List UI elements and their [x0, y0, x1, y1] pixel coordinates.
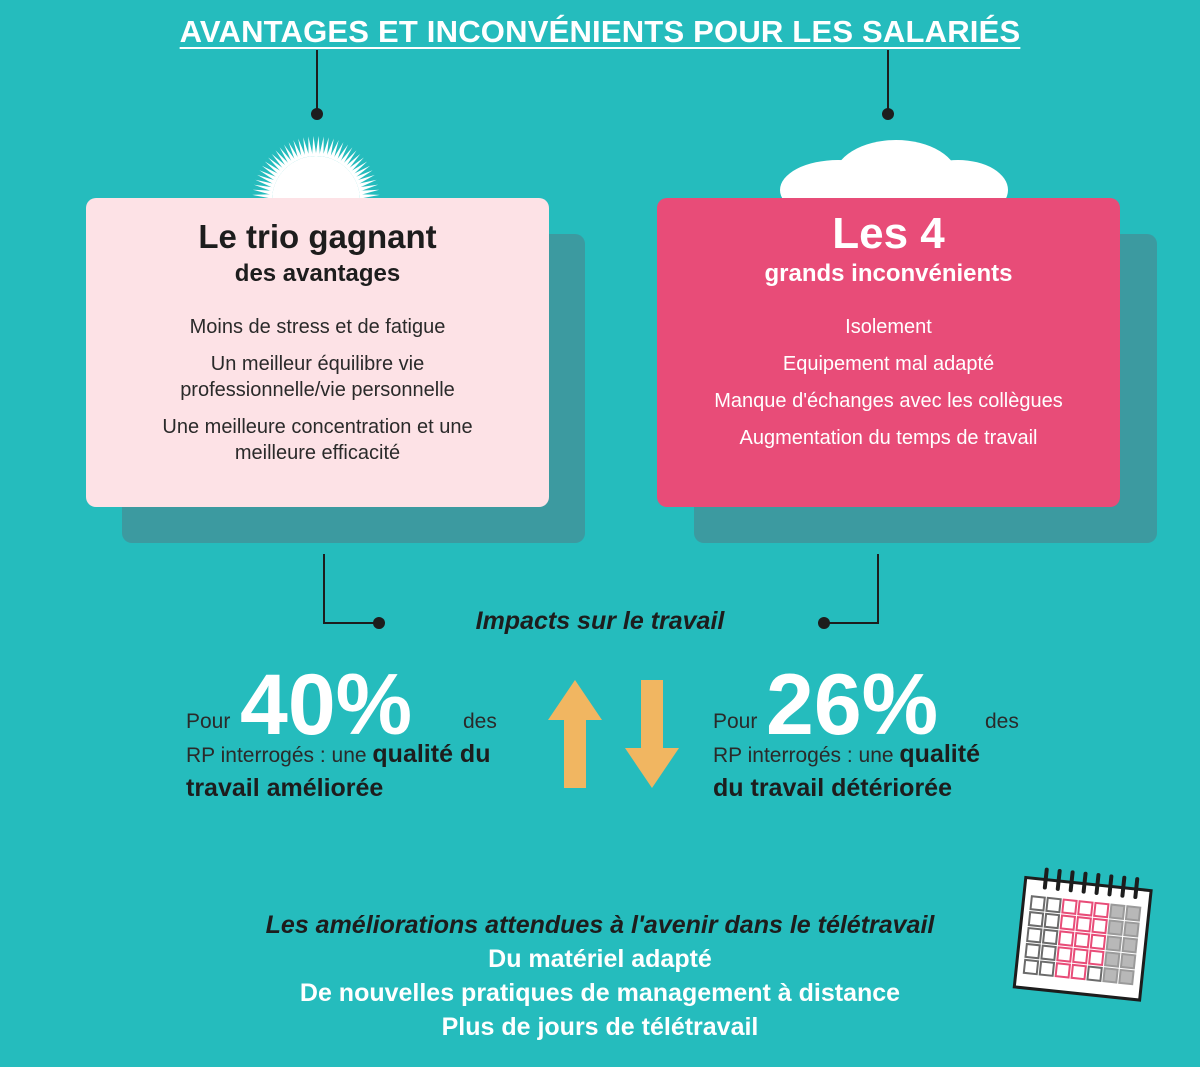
stat-deteriorated-value: 26%	[766, 657, 939, 753]
list-item: Isolement	[845, 316, 932, 338]
stat-suffix: des	[985, 710, 1019, 733]
list-item: Plus de jours de télétravail	[441, 1013, 759, 1041]
stat-body: RP interrogés : une	[186, 744, 367, 767]
calendar-icon	[1012, 867, 1153, 1002]
list-item: De nouvelles pratiques de management à d…	[299, 979, 901, 1007]
sun-icon	[252, 136, 380, 208]
stat-prefix: Pour	[713, 710, 758, 733]
advantages-card: Le trio gagnant des avantages Moins de s…	[86, 198, 549, 507]
improvements-section: Les améliorations attendues à l'avenir d…	[150, 908, 1050, 1044]
connector-dot	[311, 108, 323, 120]
stat-prefix: Pour	[186, 710, 231, 733]
connector-dot	[373, 617, 385, 629]
list-item: Un meilleur équilibre vie professionnell…	[180, 353, 455, 401]
stat-improved-text: RP interrogés : une qualité du travail a…	[186, 738, 546, 806]
stat-strong: du travail détériorée	[713, 774, 952, 802]
disadvantages-subheading: grands inconvénients	[764, 260, 1013, 287]
connector-line	[323, 554, 325, 624]
impacts-title: Impacts sur le travail	[475, 607, 725, 635]
disadvantages-list: Isolement Equipement mal adapté Manque d…	[667, 314, 1110, 462]
arrow-up-icon	[548, 680, 602, 788]
disadvantages-card: Les 4 grands inconvénients Isolement Equ…	[657, 198, 1120, 507]
stat-strong: qualité du	[372, 740, 491, 768]
connector-line	[323, 622, 379, 624]
connector-line	[824, 622, 879, 624]
advantages-subheading: des avantages	[234, 260, 401, 287]
advantages-list: Moins de stress et de fatigue Un meilleu…	[126, 314, 509, 477]
stat-improved-value: 40%	[240, 657, 413, 753]
stat-deteriorated-text: RP interrogés : une qualité du travail d…	[713, 738, 1043, 806]
connector-line	[887, 50, 889, 114]
list-item: Une meilleure concentration et une meill…	[162, 416, 473, 464]
improvements-title: Les améliorations attendues à l'avenir d…	[265, 911, 935, 939]
connector-line	[316, 50, 318, 114]
stat-strong: travail améliorée	[186, 774, 384, 802]
list-item: Moins de stress et de fatigue	[189, 316, 446, 338]
stat-body: RP interrogés : une	[713, 744, 894, 767]
connector-line	[877, 554, 879, 624]
page-title: AVANTAGES ET INCONVÉNIENTS POUR LES SALA…	[179, 14, 1021, 49]
arrow-down-icon	[625, 680, 679, 788]
advantages-heading: Le trio gagnant	[198, 218, 437, 255]
connector-dot	[818, 617, 830, 629]
connector-dot	[882, 108, 894, 120]
improvements-list: Du matériel adapté De nouvelles pratique…	[150, 942, 1050, 1044]
list-item: Du matériel adapté	[488, 945, 712, 973]
disadvantages-heading: Les 4	[832, 209, 945, 258]
list-item: Equipement mal adapté	[782, 353, 995, 375]
stat-strong: qualité	[899, 740, 980, 768]
stat-suffix: des	[463, 710, 497, 733]
list-item: Manque d'échanges avec les collègues	[714, 390, 1063, 412]
cloud-icon	[780, 140, 1008, 202]
list-item: Augmentation du temps de travail	[739, 427, 1038, 449]
